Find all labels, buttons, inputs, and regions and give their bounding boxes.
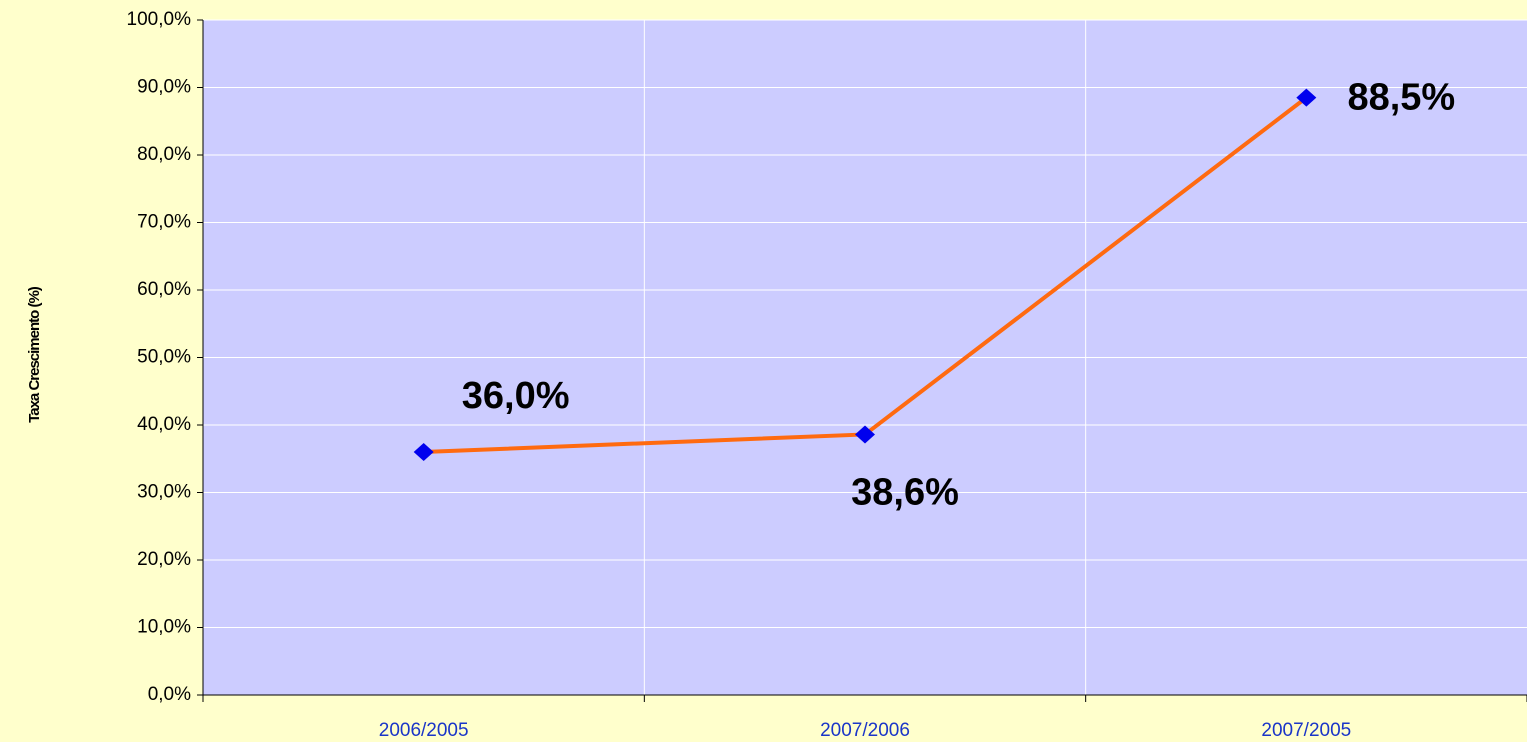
y-tick-label: 0,0% bbox=[148, 684, 191, 705]
y-tick-label: 50,0% bbox=[137, 347, 191, 368]
y-tick-label: 10,0% bbox=[137, 617, 191, 638]
y-tick-label: 80,0% bbox=[137, 144, 191, 165]
y-tick-label: 30,0% bbox=[137, 482, 191, 503]
data-label: 36,0% bbox=[462, 375, 570, 417]
x-tick-label: 2007/2005 bbox=[1261, 720, 1351, 741]
y-tick-label: 20,0% bbox=[137, 549, 191, 570]
y-axis-title: Taxa Crescimento (%) bbox=[26, 286, 43, 423]
y-tick-label: 100,0% bbox=[127, 9, 192, 30]
y-tick-label: 70,0% bbox=[137, 212, 191, 233]
data-label: 38,6% bbox=[851, 471, 959, 513]
y-tick-label: 60,0% bbox=[137, 279, 191, 300]
y-tick-label: 40,0% bbox=[137, 414, 191, 435]
x-tick-label: 2007/2006 bbox=[820, 720, 910, 741]
marker bbox=[413, 443, 434, 461]
marker bbox=[855, 425, 875, 444]
data-label: 88,5% bbox=[1347, 77, 1455, 119]
x-tick-label: 2006/2005 bbox=[379, 720, 469, 741]
y-tick-label: 90,0% bbox=[137, 77, 191, 98]
marker bbox=[1296, 88, 1317, 107]
